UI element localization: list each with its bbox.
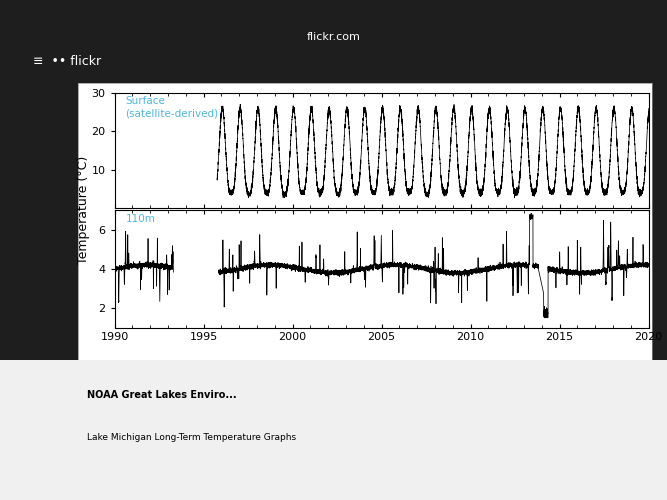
Text: 110m: 110m: [125, 214, 155, 224]
Text: ≡  •• flickr: ≡ •• flickr: [33, 55, 101, 68]
Text: flickr.com: flickr.com: [307, 32, 360, 42]
Text: Surface
(satellite-derived): Surface (satellite-derived): [125, 96, 219, 119]
Text: NOAA Great Lakes Enviro...: NOAA Great Lakes Enviro...: [87, 390, 236, 400]
Text: Lake Michigan Long-Term Temperature Graphs: Lake Michigan Long-Term Temperature Grap…: [87, 432, 296, 442]
Text: Temperature (°C): Temperature (°C): [77, 156, 90, 264]
